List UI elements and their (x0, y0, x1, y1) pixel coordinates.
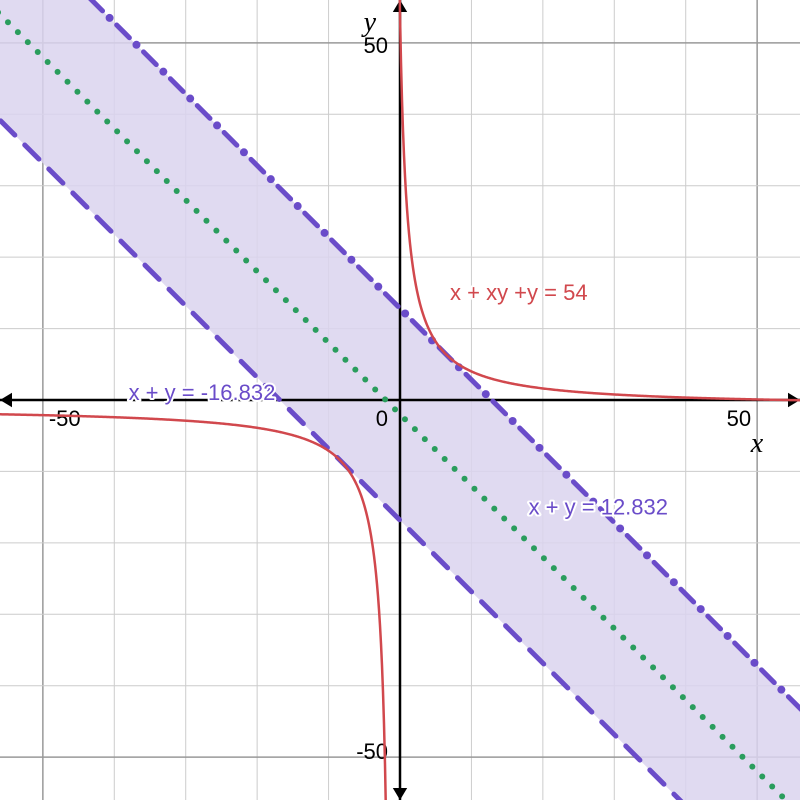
curve-label: x + xy +y = 54x + xy +y = 54 (450, 280, 588, 305)
upper-line-label: x + y = 12.832x + y = 12.832 (529, 494, 668, 519)
chart-container: 50-5050-500yxx + xy +y = 54x + xy +y = 5… (0, 0, 800, 800)
x-axis-label: x (750, 428, 764, 459)
lower-line-label: x + y = -16.832x + y = -16.832 (129, 380, 276, 405)
y-axis-label: y (361, 7, 377, 38)
svg-text:x + y = -16.832: x + y = -16.832 (129, 380, 276, 405)
tick-x-pos: 50 (727, 406, 751, 431)
svg-text:x + y = 12.832: x + y = 12.832 (529, 494, 668, 519)
tick-x-neg: -50 (49, 406, 81, 431)
tick-origin: 0 (376, 406, 388, 431)
coordinate-plane: 50-5050-500yxx + xy +y = 54x + xy +y = 5… (0, 0, 800, 800)
svg-text:x + xy +y = 54: x + xy +y = 54 (450, 280, 588, 305)
